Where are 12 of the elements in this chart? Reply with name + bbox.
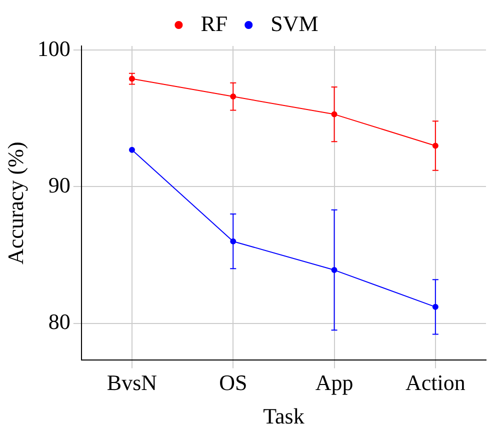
x-tick-label: OS xyxy=(219,370,248,396)
y-tick-label: 80 xyxy=(48,309,70,334)
y-tick-label: 90 xyxy=(48,172,70,198)
x-tick-label: App xyxy=(315,370,354,396)
point xyxy=(128,146,135,153)
legend-label: RF xyxy=(200,10,228,36)
y-axis-title: Accuracy (%) xyxy=(2,142,28,264)
x-tick-label: Action xyxy=(405,370,466,396)
y-tick-label: 100 xyxy=(37,36,70,61)
x-tick-label: BvsN xyxy=(106,370,158,396)
legend-label: SVM xyxy=(270,10,318,36)
x-axis-title: Task xyxy=(263,404,304,429)
